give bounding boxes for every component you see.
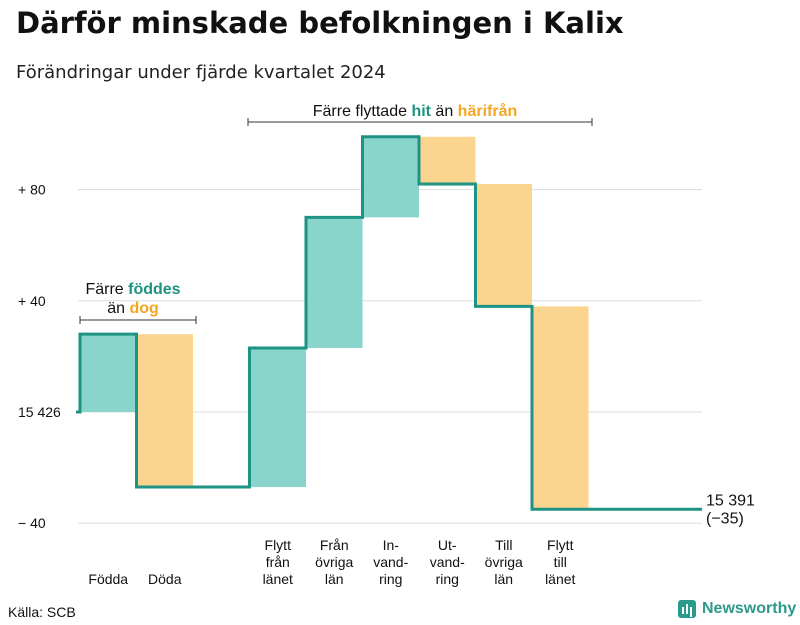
x-label-7-1: övriga — [485, 554, 523, 570]
births-annotation-line2: än dog — [107, 300, 159, 317]
bar-1 — [136, 334, 193, 488]
bar-chart-icon — [678, 600, 696, 618]
brand-logo: Newsworthy — [678, 600, 796, 618]
waterfall-bars — [80, 136, 589, 510]
x-label-7-2: län — [494, 571, 513, 587]
chart-subtitle: Förändringar under fjärde kvartalet 2024 — [16, 62, 386, 83]
x-label-6-0: Ut- — [438, 537, 457, 553]
x-label-3-1: från — [266, 554, 290, 570]
source-note: Källa: SCB — [8, 604, 76, 620]
bar-6 — [419, 136, 476, 185]
bar-5 — [362, 136, 419, 218]
x-label-5-1: vand- — [373, 554, 408, 570]
migration-annotation-highlight-out: härifrån — [458, 102, 518, 120]
x-label-5-0: In- — [383, 537, 400, 553]
y-tick-label-1: + 40 — [18, 293, 46, 309]
x-label-8-2: länet — [545, 571, 575, 587]
end-change: (−35) — [706, 510, 744, 527]
births-annotation-highlight-died: dog — [129, 300, 158, 317]
step-line — [76, 135, 702, 511]
bar-4 — [306, 217, 363, 349]
x-label-6-1: vand- — [430, 554, 465, 570]
bar-7 — [475, 184, 532, 307]
births-annotation-line1: Färre föddes — [85, 281, 180, 298]
x-label-1-0: Döda — [148, 571, 182, 587]
x-label-5-2: ring — [379, 571, 402, 587]
migration-annotation-text1: Färre flyttade — [313, 103, 412, 120]
migration-annotation: Färre flyttade hit än härifrån — [313, 102, 518, 120]
bar-3 — [249, 348, 306, 488]
x-label-4-2: län — [325, 571, 344, 587]
brand-name: Newsworthy — [702, 600, 797, 617]
x-label-6-2: ring — [436, 571, 459, 587]
births-annotation-text2: än — [107, 300, 129, 317]
y-tick-label-0: + 80 — [18, 182, 46, 198]
annotations: Färre föddes än dog Färre flyttade hit än … — [79, 102, 593, 324]
x-label-3-0: Flytt — [265, 537, 292, 553]
x-label-7-0: Till — [495, 537, 512, 553]
bar-0 — [80, 334, 137, 412]
chart-title: Därför minskade befolkningen i Kalix — [16, 6, 624, 40]
x-label-4-1: övriga — [315, 554, 353, 570]
births-annotation-highlight-born: föddes — [128, 281, 181, 298]
x-axis-labels: Födda DödaFlyttfrånlänetFrånövrigalänIn-v… — [88, 537, 575, 587]
end-value: 15 391 — [706, 492, 755, 509]
y-tick-label-2: 15 426 — [18, 404, 61, 420]
migration-annotation-highlight-in: hit — [411, 103, 431, 120]
x-label-3-2: länet — [263, 571, 293, 587]
bar-8 — [532, 306, 589, 510]
y-axis-ticks: + 80 + 40 15 426 − 40 — [18, 182, 61, 532]
x-label-8-1: till — [554, 554, 567, 570]
y-tick-label-3: − 40 — [18, 515, 46, 531]
migration-annotation-text2: än — [431, 103, 458, 120]
waterfall-line — [76, 135, 702, 511]
x-label-0-0: Födda — [88, 571, 128, 587]
x-label-4-0: Från — [320, 537, 349, 553]
end-value-label: 15 391(−35) — [706, 492, 755, 527]
x-label-8-0: Flytt — [547, 537, 574, 553]
births-annotation-text: Färre — [85, 281, 128, 298]
